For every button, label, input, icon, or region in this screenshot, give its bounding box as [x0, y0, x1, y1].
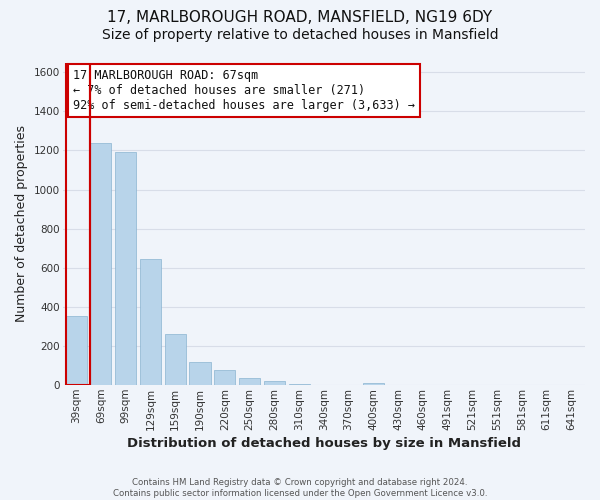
Bar	[165, 334, 186, 385]
Bar	[239, 378, 260, 385]
Text: Contains HM Land Registry data © Crown copyright and database right 2024.
Contai: Contains HM Land Registry data © Crown c…	[113, 478, 487, 498]
Text: 17 MARLBOROUGH ROAD: 67sqm
← 7% of detached houses are smaller (271)
92% of semi: 17 MARLBOROUGH ROAD: 67sqm ← 7% of detac…	[73, 69, 415, 112]
Bar	[190, 362, 211, 385]
X-axis label: Distribution of detached houses by size in Mansfield: Distribution of detached houses by size …	[127, 437, 521, 450]
Text: 17, MARLBOROUGH ROAD, MANSFIELD, NG19 6DY: 17, MARLBOROUGH ROAD, MANSFIELD, NG19 6D…	[107, 10, 493, 25]
Bar	[91, 142, 112, 385]
Bar	[264, 381, 285, 385]
Bar	[115, 152, 136, 385]
Bar	[140, 259, 161, 385]
Bar	[65, 316, 87, 385]
Text: Size of property relative to detached houses in Mansfield: Size of property relative to detached ho…	[101, 28, 499, 42]
Bar	[214, 370, 235, 385]
Y-axis label: Number of detached properties: Number of detached properties	[15, 126, 28, 322]
Bar	[363, 382, 384, 385]
Bar	[289, 384, 310, 385]
